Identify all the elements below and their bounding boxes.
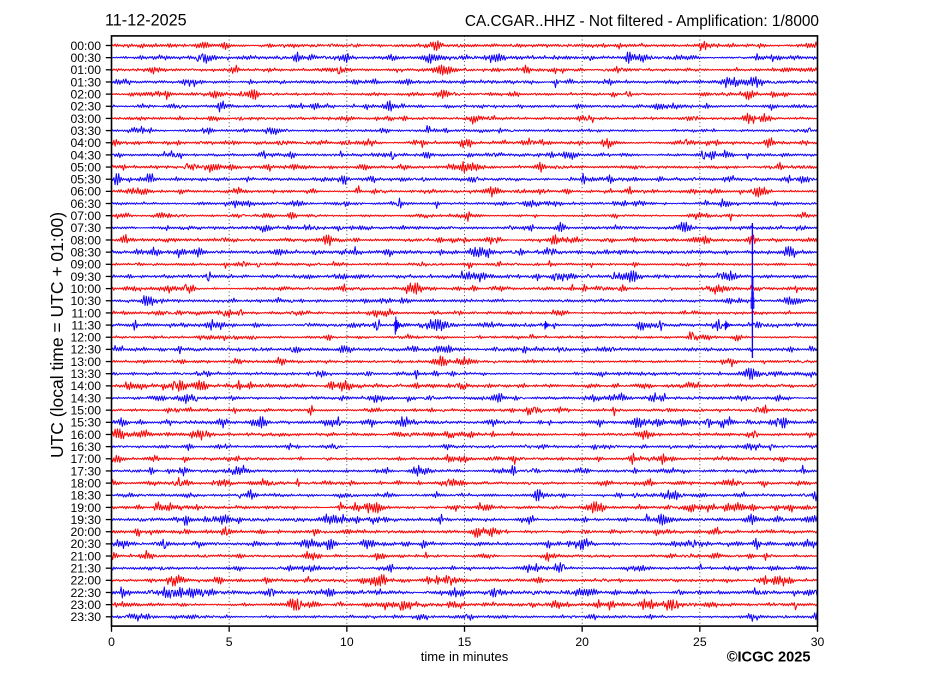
svg-text:18:00: 18:00 [71,476,102,490]
svg-text:14:00: 14:00 [71,379,102,393]
svg-text:14:30: 14:30 [71,391,102,405]
svg-text:©ICGC 2025: ©ICGC 2025 [727,650,811,666]
svg-text:25: 25 [693,635,707,649]
svg-text:07:30: 07:30 [71,221,102,235]
svg-text:0: 0 [108,635,115,649]
svg-text:06:00: 06:00 [71,185,102,199]
svg-text:05:30: 05:30 [71,173,102,187]
svg-text:09:00: 09:00 [71,258,102,272]
svg-text:02:30: 02:30 [71,100,102,114]
svg-text:23:30: 23:30 [71,610,102,624]
svg-text:02:00: 02:00 [71,87,102,101]
svg-text:08:00: 08:00 [71,233,102,247]
svg-text:00:00: 00:00 [71,39,102,53]
svg-text:04:30: 04:30 [71,148,102,162]
svg-text:12:30: 12:30 [71,343,102,357]
svg-text:08:30: 08:30 [71,245,102,259]
svg-text:06:30: 06:30 [71,197,102,211]
svg-text:16:30: 16:30 [71,440,102,454]
svg-text:01:30: 01:30 [71,75,102,89]
svg-text:18:30: 18:30 [71,489,102,503]
svg-text:13:00: 13:00 [71,355,102,369]
svg-text:03:00: 03:00 [71,112,102,126]
svg-text:15:30: 15:30 [71,416,102,430]
svg-text:20: 20 [575,635,589,649]
svg-text:01:00: 01:00 [71,63,102,77]
svg-text:03:30: 03:30 [71,124,102,138]
svg-text:00:30: 00:30 [71,51,102,65]
svg-text:10: 10 [340,635,354,649]
svg-text:19:00: 19:00 [71,501,102,515]
svg-text:20:00: 20:00 [71,525,102,539]
svg-text:22:30: 22:30 [71,586,102,600]
svg-text:30: 30 [811,635,825,649]
svg-text:19:30: 19:30 [71,513,102,527]
svg-text:11:30: 11:30 [71,318,101,332]
svg-text:21:30: 21:30 [71,562,102,576]
svg-text:time in minutes: time in minutes [421,649,509,664]
svg-text:UTC (local time = UTC + 01:00): UTC (local time = UTC + 01:00) [47,212,67,458]
svg-text:10:30: 10:30 [71,294,102,308]
svg-text:10:00: 10:00 [71,282,102,296]
svg-text:15:00: 15:00 [71,404,102,418]
svg-text:17:00: 17:00 [71,452,102,466]
svg-text:CA.CGAR..HHZ - Not filtered -: CA.CGAR..HHZ - Not filtered - Amplificat… [465,13,819,30]
svg-text:15: 15 [458,635,472,649]
svg-text:16:00: 16:00 [71,428,102,442]
svg-text:11:00: 11:00 [71,306,101,320]
svg-text:5: 5 [226,635,233,649]
svg-text:17:30: 17:30 [71,464,102,478]
svg-text:23:00: 23:00 [71,598,102,612]
svg-text:05:00: 05:00 [71,160,102,174]
svg-text:21:00: 21:00 [71,549,102,563]
svg-text:12:00: 12:00 [71,331,102,345]
svg-text:11-12-2025: 11-12-2025 [105,12,187,30]
svg-text:22:00: 22:00 [71,574,102,588]
svg-text:09:30: 09:30 [71,270,102,284]
svg-text:04:00: 04:00 [71,136,102,150]
svg-text:13:30: 13:30 [71,367,102,381]
svg-text:07:00: 07:00 [71,209,102,223]
svg-text:20:30: 20:30 [71,537,102,551]
